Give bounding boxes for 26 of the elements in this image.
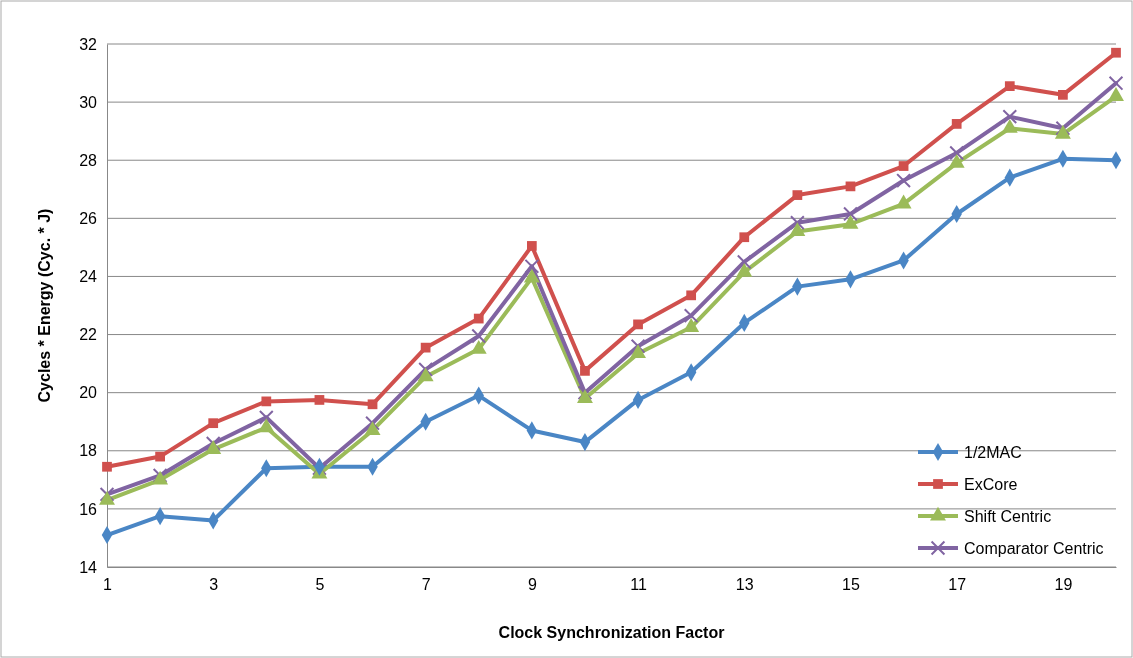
x-tick-label: 1	[103, 576, 113, 594]
y-tick-label: 24	[79, 268, 98, 286]
y-tick-label: 28	[79, 151, 98, 169]
y-tick-label: 18	[79, 442, 98, 460]
x-tick-label: 19	[1054, 576, 1073, 594]
legend-label: 1/2MAC	[964, 444, 1022, 461]
y-tick-label: 26	[79, 209, 98, 227]
legend-label: ExCore	[964, 476, 1018, 493]
x-tick-label: 9	[527, 576, 537, 594]
x-tick-label: 13	[735, 576, 754, 594]
y-tick-label: 14	[79, 558, 98, 576]
y-tick-label: 16	[79, 500, 98, 518]
x-tick-label: 3	[209, 576, 219, 594]
x-axis-title: Clock Synchronization Factor	[498, 624, 725, 641]
y-tick-label: 22	[79, 326, 98, 344]
x-tick-label: 17	[948, 576, 967, 594]
y-tick-label: 30	[79, 93, 98, 111]
x-tick-label: 15	[842, 576, 860, 594]
y-axis-title: Cycles * Energy (Cyc. * J)	[36, 208, 53, 403]
y-tick-label: 32	[79, 35, 98, 53]
legend-label: Shift Centric	[964, 508, 1052, 525]
legend-label: Comparator Centric	[964, 540, 1104, 557]
y-tick-label: 20	[79, 384, 98, 402]
x-tick-label: 7	[421, 576, 431, 594]
x-tick-label: 5	[315, 576, 325, 594]
x-tick-label: 11	[630, 576, 647, 594]
